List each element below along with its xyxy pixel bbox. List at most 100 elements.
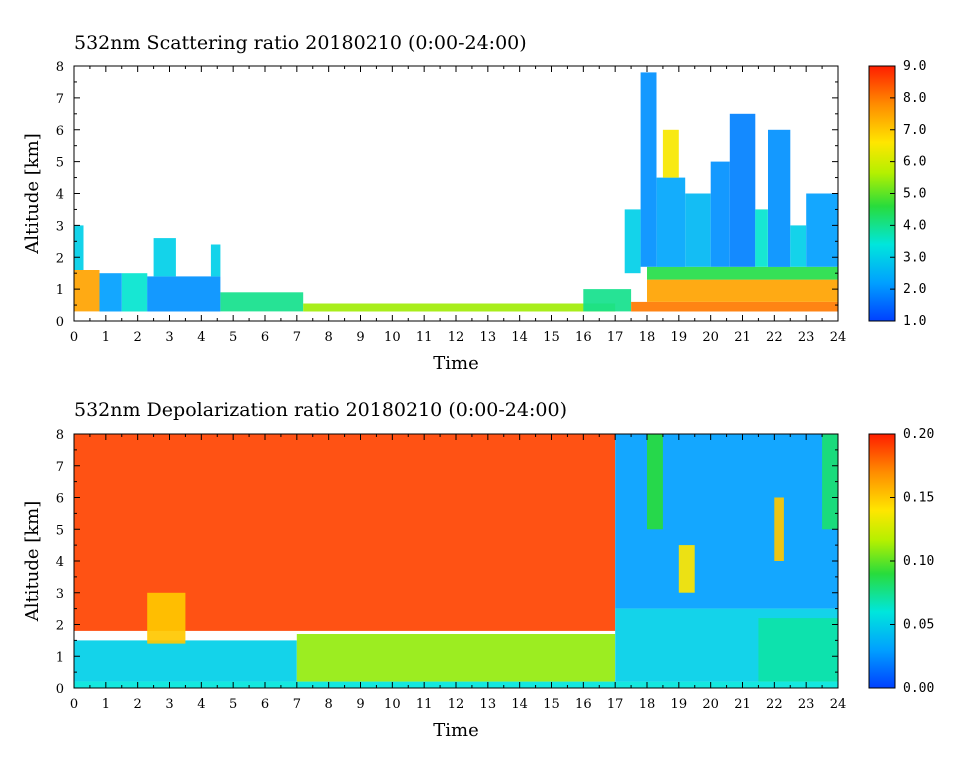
y-tick-label: 0: [56, 315, 64, 330]
heatmap-cell: [640, 72, 657, 267]
colorbar-label: 5.0: [903, 187, 926, 202]
x-tick-label: 20: [702, 697, 719, 712]
heatmap-cell: [624, 209, 641, 274]
heatmap-cell: [710, 161, 730, 267]
x-tick-label: 1: [102, 697, 110, 712]
x-tick-label: 2: [134, 330, 142, 345]
colorbar-label: 6.0: [903, 155, 926, 170]
x-tick-label: 19: [671, 330, 688, 345]
x-tick-label: 11: [416, 697, 433, 712]
x-tick-label: 20: [702, 330, 719, 345]
x-tick-label: 17: [607, 330, 624, 345]
x-tick-label: 13: [480, 330, 497, 345]
y-tick-label: 2: [56, 251, 64, 266]
x-tick-label: 16: [575, 330, 592, 345]
heatmap-cell: [685, 193, 711, 267]
x-tick-label: 1: [102, 330, 110, 345]
colorbar-label: 4.0: [903, 218, 926, 233]
heatmap-cell: [647, 434, 663, 530]
x-tick-label: 0: [70, 330, 78, 345]
heatmap-cell: [583, 289, 632, 312]
heatmap-cell: [647, 279, 838, 302]
x-tick-label: 21: [734, 697, 751, 712]
y-tick-label: 6: [56, 124, 64, 139]
y-tick-label: 5: [56, 523, 64, 538]
colorbar-label: 9.0: [903, 59, 926, 74]
heatmap-cell: [678, 545, 695, 593]
x-tick-label: 7: [293, 330, 301, 345]
heatmap-cell: [121, 273, 148, 312]
colorbar-label: 0.20: [903, 427, 934, 442]
y-tick-label: 0: [56, 682, 64, 697]
x-tick-label: 9: [356, 330, 364, 345]
x-tick-label: 10: [384, 330, 401, 345]
heatmap-cell: [729, 113, 756, 267]
y-tick-label: 7: [56, 460, 64, 475]
heatmap-cell: [210, 244, 221, 277]
y-tick-label: 5: [56, 156, 64, 171]
heatmap-cell: [74, 270, 100, 312]
heatmap-cell: [790, 225, 807, 267]
colorbar-label: 0.00: [903, 681, 934, 696]
x-tick-label: 13: [480, 697, 497, 712]
x-tick-label: 22: [766, 697, 783, 712]
x-tick-label: 4: [197, 330, 205, 345]
x-tick-label: 10: [384, 697, 401, 712]
heatmap-cell: [220, 292, 304, 312]
x-tick-label: 23: [798, 697, 815, 712]
x-tick-label: 2: [134, 697, 142, 712]
colorbar: 1.0 2.0 3.0 4.0 5.0 6.0 7.0 8.0 9.0: [868, 59, 926, 329]
heatmap-cell: [147, 592, 186, 644]
colorbar-label: 7.0: [903, 123, 926, 138]
x-tick-label: 19: [671, 697, 688, 712]
chart-title: 532nm Scattering ratio 20180210 (0:00-24…: [74, 32, 527, 54]
panel-2: 532nm Depolarization ratio 20180210 (0:0…: [22, 399, 934, 741]
x-tick-label: 12: [448, 330, 465, 345]
colorbar: 0.00 0.05 0.10 0.15 0.20: [868, 427, 934, 696]
panel-1: 532nm Scattering ratio 20180210 (0:00-24…: [22, 32, 926, 374]
colorbar-label: 0.15: [903, 491, 934, 506]
heatmap-cell: [296, 634, 616, 682]
x-tick-label: 17: [607, 697, 624, 712]
heatmap-cell: [631, 301, 838, 312]
colorbar-label: 1.0: [903, 314, 926, 329]
x-tick-label: 14: [511, 330, 528, 345]
y-tick-label: 1: [56, 283, 64, 298]
x-tick-label: 9: [356, 697, 364, 712]
heatmap-cell: [74, 225, 84, 270]
y-tick-label: 7: [56, 92, 64, 107]
x-tick-label: 24: [830, 330, 847, 345]
x-tick-label: 22: [766, 330, 783, 345]
x-tick-label: 5: [229, 330, 237, 345]
heatmap-cell: [74, 640, 297, 682]
x-tick-label: 23: [798, 330, 815, 345]
x-tick-label: 15: [543, 697, 560, 712]
heatmap-cell: [656, 177, 686, 267]
heatmap-cell: [755, 209, 768, 267]
x-tick-label: 7: [293, 697, 301, 712]
y-axis-label: Altitude [km]: [22, 501, 43, 623]
y-tick-label: 6: [56, 492, 64, 507]
colorbar-label: 3.0: [903, 250, 926, 265]
chart-title: 532nm Depolarization ratio 20180210 (0:0…: [74, 399, 567, 421]
heatmap-cell: [303, 303, 616, 312]
y-tick-label: 4: [56, 188, 64, 203]
x-axis-label: Time: [433, 353, 478, 374]
y-axis-label: Altitude [km]: [22, 133, 43, 255]
heatmap-cell: [99, 273, 122, 312]
x-tick-label: 15: [543, 330, 560, 345]
x-tick-label: 6: [261, 697, 269, 712]
y-tick-label: 3: [56, 587, 64, 602]
colorbar-label: 0.05: [903, 618, 934, 633]
heatmap-cell: [647, 266, 838, 280]
x-tick-label: 4: [197, 697, 205, 712]
y-tick-label: 8: [56, 60, 64, 75]
x-tick-label: 16: [575, 697, 592, 712]
x-tick-label: 5: [229, 697, 237, 712]
y-tick-label: 1: [56, 650, 64, 665]
x-tick-label: 11: [416, 330, 433, 345]
colorbar-label: 2.0: [903, 282, 926, 297]
heatmap-cell: [806, 193, 838, 267]
x-tick-label: 3: [165, 330, 173, 345]
